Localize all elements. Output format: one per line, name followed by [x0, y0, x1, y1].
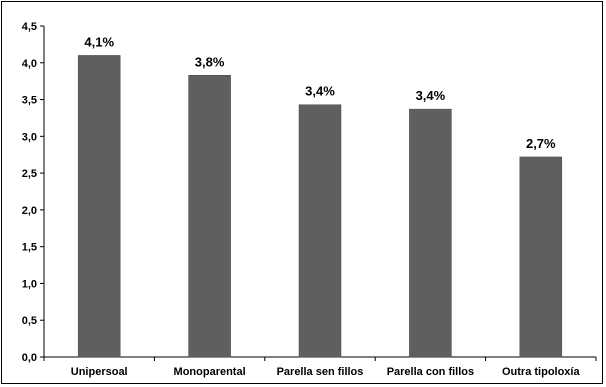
y-tick-label: 4,5	[22, 21, 37, 33]
y-tick-label: 1,0	[22, 278, 37, 290]
bar	[298, 104, 342, 358]
bar-data-label: 3,4%	[305, 84, 335, 99]
y-tick-label: 0,5	[22, 315, 37, 327]
y-tick-label: 1,5	[22, 242, 37, 254]
y-tick-label: 4,0	[22, 58, 37, 70]
y-tick-label: 3,5	[22, 95, 37, 107]
bar-data-label: 2,7%	[526, 136, 556, 151]
bar-data-label: 3,4%	[416, 88, 446, 103]
x-category-label: Outra tipoloxía	[502, 366, 581, 378]
x-category-label: Parella sen fillos	[277, 366, 364, 378]
y-tick-label: 2,0	[22, 205, 37, 217]
bar	[77, 55, 121, 358]
y-tick-label: 3,0	[22, 131, 37, 143]
y-tick-label: 2,5	[22, 168, 37, 180]
y-tick-label: 0,0	[22, 352, 37, 364]
bar	[519, 156, 563, 358]
bar-data-label: 3,8%	[195, 54, 225, 69]
bar	[409, 108, 452, 358]
x-category-label: Monoparental	[174, 366, 246, 378]
bar	[188, 75, 231, 358]
x-category-label: Parella con fillos	[387, 366, 474, 378]
x-category-label: Unipersoal	[71, 366, 128, 378]
bar-data-label: 4,1%	[84, 34, 114, 49]
